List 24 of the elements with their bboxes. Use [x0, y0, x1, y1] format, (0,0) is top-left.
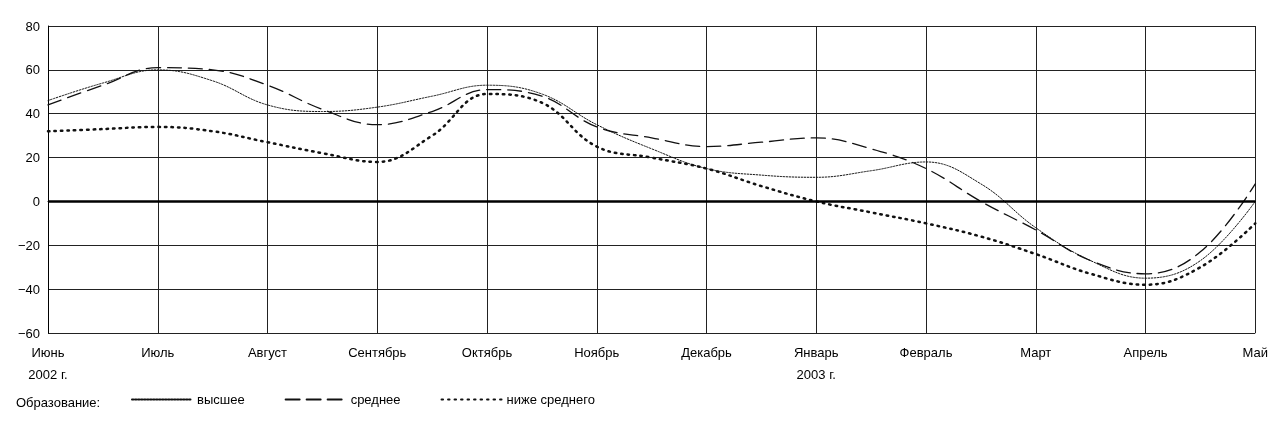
y-tick-label: −20	[17, 237, 40, 253]
x-tick-label: Август	[247, 344, 288, 360]
y-tick-label: −60	[17, 325, 40, 341]
x-tick-label: Сентябрь	[348, 344, 407, 360]
y-tick-label: 60	[25, 62, 40, 78]
legend-label: среднее	[350, 392, 401, 407]
x-tick-label: Март	[1020, 344, 1052, 360]
x-tick-label: Май	[1242, 344, 1268, 360]
legend-title: Образование:	[16, 395, 101, 410]
x-tick-label: Декабрь	[681, 344, 733, 360]
y-tick-label: 80	[25, 18, 40, 34]
legend-label: высшее	[197, 392, 245, 407]
legend-label: ниже среднего	[506, 392, 595, 407]
x-tick-label: Июль	[141, 344, 175, 360]
x-tick-label: Апрель	[1123, 344, 1168, 360]
y-tick-label: −40	[17, 281, 40, 297]
y-tick-label: 0	[32, 193, 40, 209]
x-tick-label: Февраль	[899, 344, 953, 360]
x-tick-label: Январь 2003 г.	[793, 344, 839, 382]
x-tick-label: Ноябрь	[574, 344, 620, 360]
x-tick-label: Июнь 2002 г.	[28, 344, 68, 382]
x-tick-label: Октябрь	[461, 344, 513, 360]
y-tick-label: 20	[25, 150, 40, 166]
y-tick-label: 40	[25, 106, 40, 122]
